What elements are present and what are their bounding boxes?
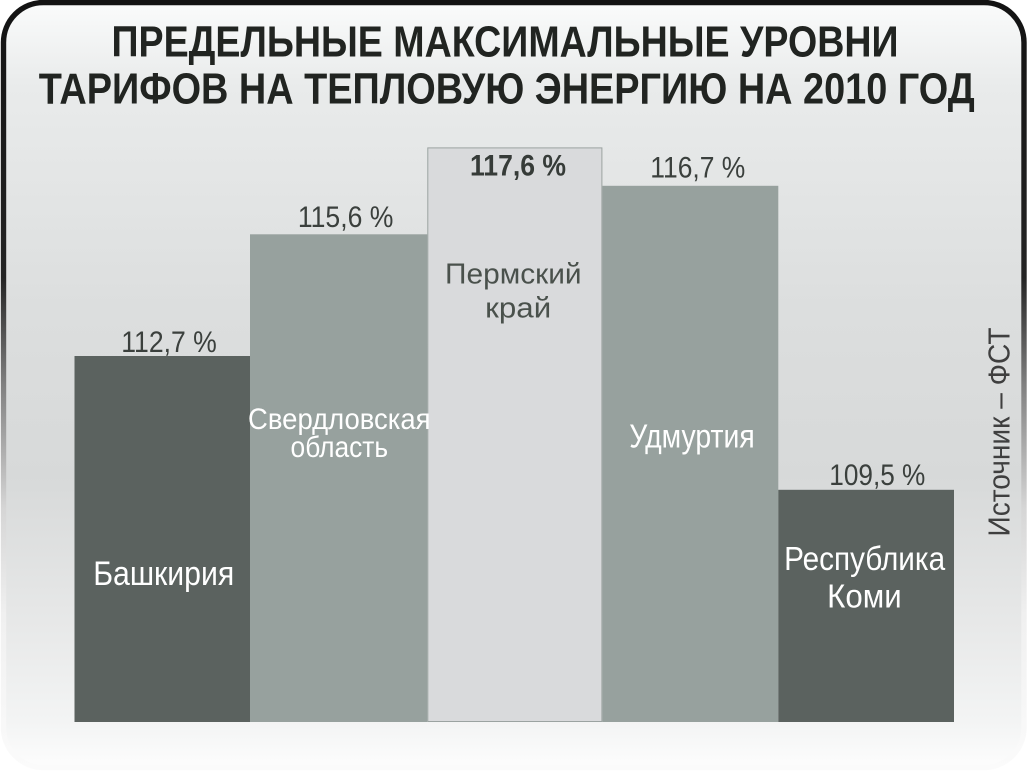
svg-text:ПРЕДЕЛЬНЫЕ МАКСИМАЛЬНЫЕ УРОВНИ: ПРЕДЕЛЬНЫЕ МАКСИМАЛЬНЫЕ УРОВНИ xyxy=(112,18,899,67)
svg-text:109,5 %: 109,5 % xyxy=(829,459,925,492)
svg-text:112,7 %: 112,7 % xyxy=(121,326,217,359)
svg-text:область: область xyxy=(291,431,389,464)
svg-text:117,6 %: 117,6 % xyxy=(470,149,566,182)
svg-text:Удмуртия: Удмуртия xyxy=(629,419,755,456)
svg-text:116,7 %: 116,7 % xyxy=(650,152,745,185)
svg-text:Пермский: Пермский xyxy=(445,259,582,291)
svg-text:Башкирия: Башкирия xyxy=(93,555,234,593)
svg-text:ТАРИФОВ НА ТЕПЛОВУЮ ЭНЕРГИЮ НА: ТАРИФОВ НА ТЕПЛОВУЮ ЭНЕРГИЮ НА 2010 ГОД xyxy=(39,65,975,114)
svg-text:Свердловская: Свердловская xyxy=(248,403,431,436)
svg-text:115,6 %: 115,6 % xyxy=(298,201,394,234)
svg-text:край: край xyxy=(485,293,551,325)
svg-text:Республика: Республика xyxy=(784,540,946,577)
svg-text:Источник – ФСТ: Источник – ФСТ xyxy=(982,327,1017,536)
svg-text:Коми: Коми xyxy=(827,577,902,614)
